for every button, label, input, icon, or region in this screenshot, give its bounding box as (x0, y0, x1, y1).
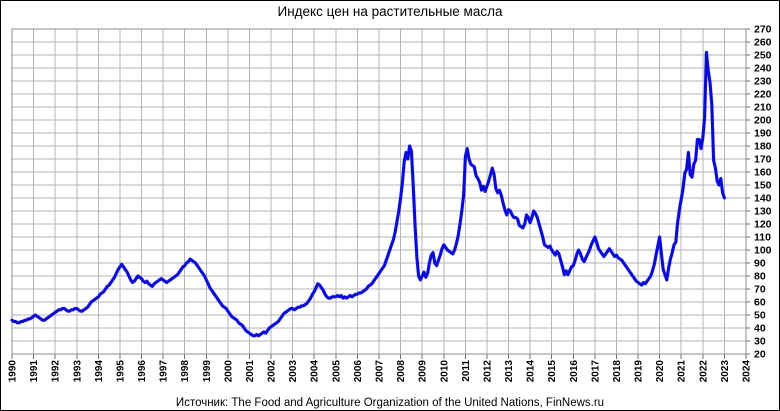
x-axis-label: 2017 (590, 360, 601, 383)
price-series-line (10, 50, 726, 338)
source-caption: Источник: The Food and Agriculture Organ… (175, 397, 605, 409)
y-axis-label: 150 (754, 180, 772, 192)
x-axis-label: 2001 (245, 360, 256, 383)
y-axis-label: 140 (754, 193, 772, 205)
x-axis-label: 2023 (720, 360, 731, 383)
x-axis-label: 2005 (331, 360, 342, 383)
x-axis-label: 1995 (115, 360, 126, 383)
x-axis-label: 1998 (180, 360, 191, 383)
y-axis-label: 260 (754, 37, 772, 49)
x-axis-label: 2019 (634, 360, 645, 383)
plot-border (11, 28, 747, 355)
x-axis-label: 2011 (461, 360, 472, 382)
x-axis-label: 2010 (439, 360, 450, 383)
y-axis-label: 60 (754, 297, 766, 309)
x-axis-label: 2003 (288, 360, 299, 383)
x-axis-label: 2008 (396, 360, 407, 383)
x-axis-label: 1991 (29, 360, 40, 383)
x-axis-label: 2022 (698, 360, 709, 383)
x-axis-label: 1993 (72, 360, 83, 383)
y-axis-label: 250 (754, 50, 772, 62)
x-axis-label: 2004 (310, 360, 321, 383)
x-axis-label: 2002 (267, 360, 278, 383)
x-axis-label: 2013 (504, 360, 515, 383)
x-axis-label: 2015 (547, 360, 558, 383)
y-axis-label: 240 (754, 63, 772, 75)
x-axis-label: 1997 (159, 360, 170, 383)
y-axis-label: 190 (754, 128, 772, 140)
x-axis-label: 2000 (223, 360, 234, 383)
y-axis-label: 70 (754, 284, 766, 296)
y-axis-label: 220 (754, 89, 772, 101)
y-axis-label: 110 (754, 232, 771, 244)
y-axis-label: 120 (754, 219, 772, 231)
y-axis-label: 20 (754, 349, 766, 361)
chart-title: Индекс цен на растительные масла (277, 4, 503, 19)
y-axis-label: 230 (754, 76, 772, 88)
y-axis-label: 80 (754, 271, 766, 283)
x-axis-label: 2007 (375, 360, 386, 383)
x-axis-label: 2012 (482, 360, 493, 383)
y-axis-label: 100 (754, 245, 772, 257)
x-axis-label: 1992 (51, 360, 62, 383)
x-axis-label: 2009 (418, 360, 429, 383)
x-axis-label: 1999 (202, 360, 213, 383)
y-axis-label: 40 (754, 323, 766, 335)
y-axis-label: 160 (754, 167, 772, 179)
x-axis-label: 2014 (526, 360, 537, 383)
y-axis-label: 180 (754, 141, 772, 153)
x-axis-label: 2016 (569, 360, 580, 383)
y-axis-label: 170 (754, 154, 772, 166)
x-axis-label: 2006 (353, 360, 364, 383)
x-axis-label: 2018 (612, 360, 623, 383)
x-axis-label: 1996 (137, 360, 148, 383)
x-axis-label: 1990 (8, 360, 19, 383)
y-axis-label: 90 (754, 258, 766, 270)
y-axis-label: 210 (754, 102, 772, 114)
y-axis-label: 270 (754, 24, 772, 36)
x-axis-label: 2020 (655, 360, 666, 383)
y-axis-label: 200 (754, 115, 772, 127)
x-axis-label: 1994 (94, 360, 105, 383)
y-axis-label: 130 (754, 206, 772, 218)
y-axis-label: 30 (754, 336, 766, 348)
x-axis-label: 2021 (677, 360, 688, 383)
x-axis-label: 2024 (742, 360, 753, 383)
y-axis-label: 50 (754, 310, 766, 322)
